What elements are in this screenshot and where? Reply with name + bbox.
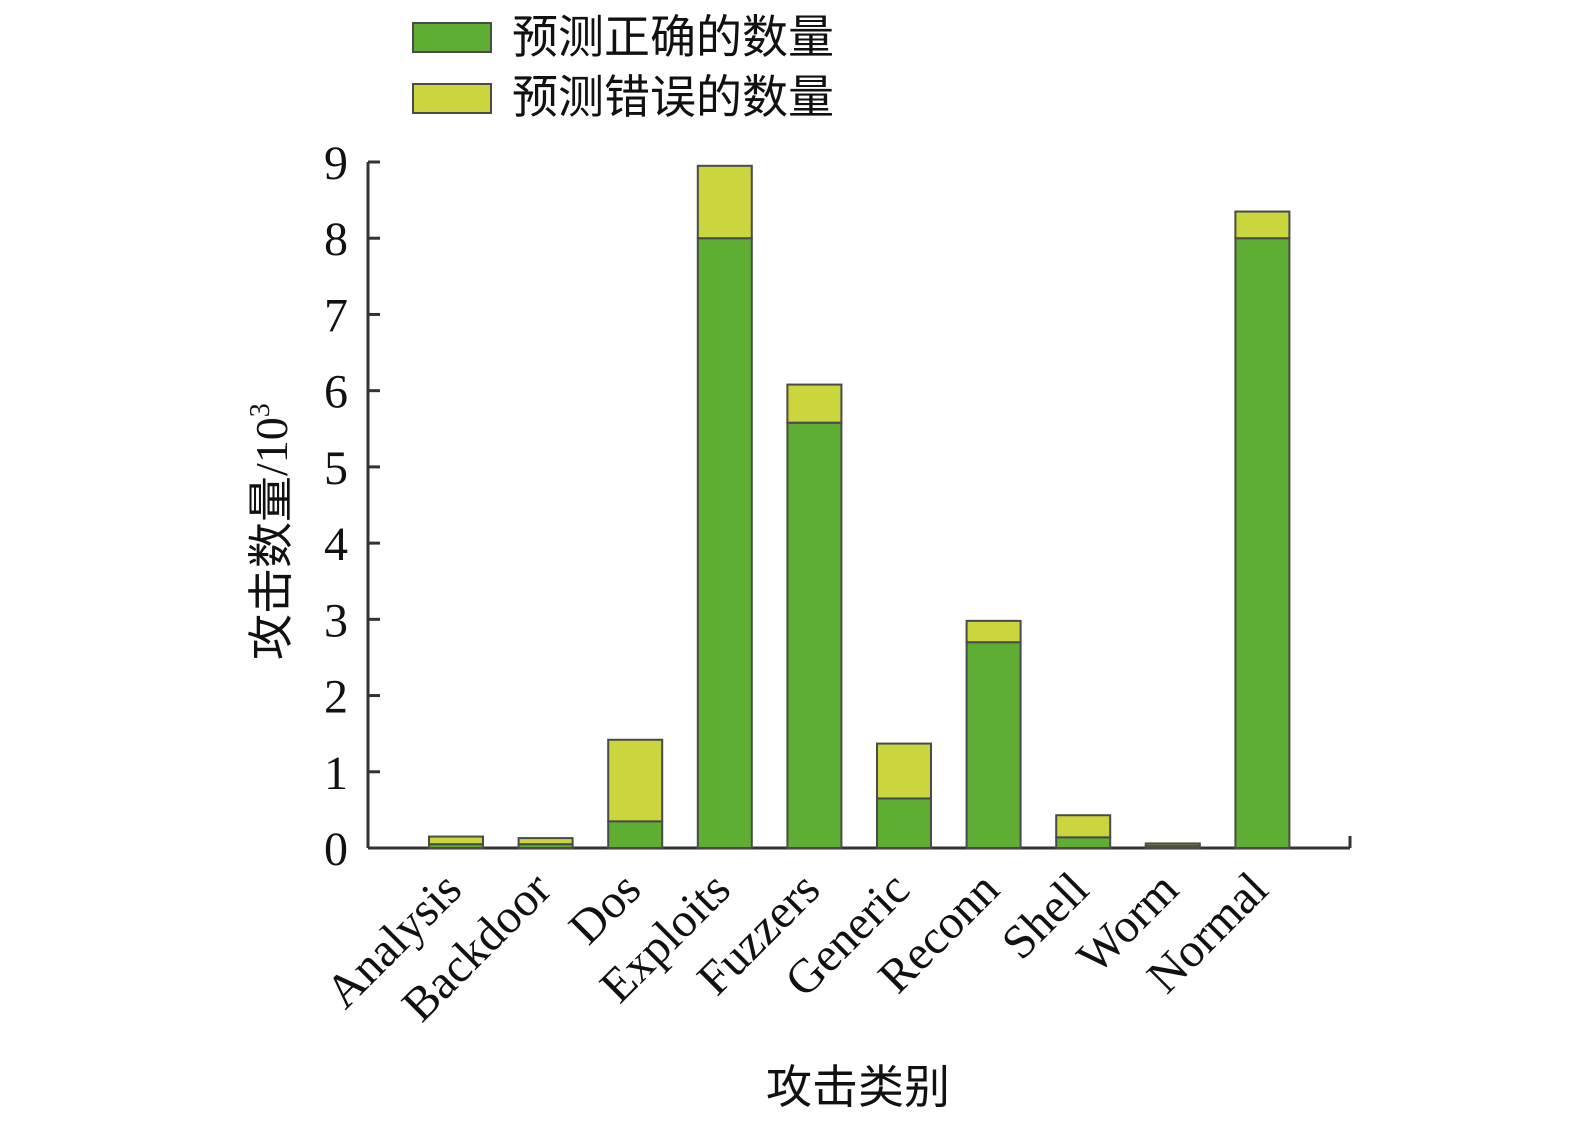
y-tick-label-9: 9 — [324, 137, 348, 190]
bar-generic-correct — [876, 797, 932, 850]
bar-shell-incorrect — [1055, 814, 1112, 839]
y-tick-label-0: 0 — [324, 823, 348, 876]
y-tick-label-7: 7 — [324, 289, 348, 342]
legend-swatch-correct — [412, 22, 492, 53]
legend-label-incorrect: 预测错误的数量 — [512, 72, 834, 123]
bar-normal-incorrect — [1234, 210, 1291, 240]
y-tick-label-3: 3 — [324, 594, 348, 647]
bar-analysis-incorrect — [428, 835, 484, 846]
y-tick-label-2: 2 — [324, 671, 348, 724]
bar-dos-correct — [607, 820, 664, 849]
bar-shell-correct — [1055, 836, 1112, 850]
bar-worm-incorrect — [1144, 842, 1201, 847]
bar-exploits-incorrect — [696, 164, 753, 240]
bar-fuzzers-correct — [786, 421, 843, 849]
bar-dos-incorrect — [607, 738, 664, 823]
legend-swatch-incorrect — [412, 83, 492, 114]
bar-reconn-correct — [965, 641, 1022, 850]
bar-exploits-correct — [696, 237, 753, 849]
bar-generic-incorrect — [876, 742, 932, 800]
x-axis-title: 攻击类别 — [766, 1062, 950, 1113]
y-axis-title: 攻击数量/103 — [245, 403, 297, 660]
y-tick-label-1: 1 — [324, 747, 348, 800]
y-tick-label-8: 8 — [324, 213, 348, 266]
y-tick-label-5: 5 — [324, 442, 348, 495]
plot-area: 0123456789AnalysisBackdoorDosExploitsFuz… — [316, 137, 1352, 1032]
bar-reconn-incorrect — [965, 619, 1022, 644]
bar-fuzzers-incorrect — [786, 383, 843, 424]
legend: 预测正确的数量 预测错误的数量 — [412, 12, 834, 123]
y-tick-label-6: 6 — [324, 366, 348, 419]
y-tick-label-4: 4 — [324, 518, 348, 571]
legend-label-correct: 预测正确的数量 — [512, 12, 834, 63]
bar-backdoor-incorrect — [517, 837, 574, 846]
bar-normal-correct — [1234, 237, 1291, 849]
